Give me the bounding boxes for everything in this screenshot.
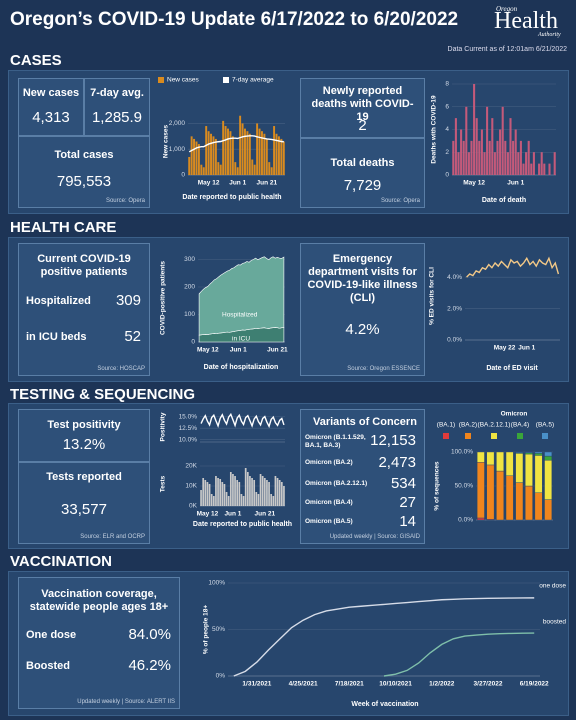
section-title: HEALTH CARE xyxy=(10,219,117,236)
x-axis-label: Date reported to public health xyxy=(182,194,282,201)
page-title: Oregon’s COVID-19 Update 6/17/2022 to 6/… xyxy=(10,9,459,30)
x-axis-label: Date of ED visit xyxy=(486,365,538,372)
card-label: New cases xyxy=(22,87,80,99)
card-label: Total cases xyxy=(54,149,114,161)
card-value: 33,577 xyxy=(61,501,107,518)
section-title: CASES xyxy=(10,52,62,69)
source: Source: Oregon ESSENCE xyxy=(347,366,420,372)
variant-name: Omicron (BA.4) xyxy=(305,499,353,506)
card-label: Total deaths xyxy=(330,157,395,169)
card-label: Emergency department visits for COVID-19… xyxy=(307,253,418,304)
row-label: One dose xyxy=(26,629,77,641)
row-label: Hospitalized xyxy=(26,295,91,307)
ed-card: Emergency department visits for COVID-19… xyxy=(300,243,425,376)
source: Updated weekly | Source: ALERT IIS xyxy=(77,699,175,705)
card-label: Tests reported xyxy=(46,471,122,483)
source: Source: Opera xyxy=(105,198,145,204)
avg-card: 7-day avg. 1,285.9 xyxy=(84,78,150,136)
vaccination-card: Vaccination coverage, statewide people a… xyxy=(18,577,180,709)
card-value: 7,729 xyxy=(343,177,382,194)
new-cases-card: New cases 4,313 xyxy=(18,78,84,136)
variant-count: 2,473 xyxy=(378,454,416,471)
card-label: Vaccination coverage, statewide people a… xyxy=(29,588,169,613)
variant-name: Omicron (BA.5) xyxy=(305,518,353,525)
new-deaths-card: Newly reported deaths with COVID-19 2 xyxy=(300,78,425,138)
logo-bottom: Authority xyxy=(538,32,561,38)
logo-main: Health xyxy=(494,8,558,34)
x-axis-label: Date of hospitalization xyxy=(203,364,279,371)
variant-name: Omicron (BA.2) xyxy=(305,459,353,466)
variant-count: 27 xyxy=(399,494,416,511)
positivity-card: Test positivity 13.2% xyxy=(18,409,150,462)
logo-top: Oregon xyxy=(496,5,518,13)
variant-count: 14 xyxy=(399,513,416,530)
total-cases-card: Total cases 795,553 Source: Opera xyxy=(18,136,150,208)
source: Source: ELR and OCRP xyxy=(80,534,145,540)
variant-count: 12,153 xyxy=(370,432,416,449)
x-axis-label: Date of death xyxy=(481,197,527,204)
card-value: 2 xyxy=(358,117,367,134)
source: Source: Opera xyxy=(380,198,420,204)
row-label: in ICU beds xyxy=(26,331,87,343)
row-value: 84.0% xyxy=(128,626,171,643)
card-label: Variants of Concern xyxy=(313,416,417,428)
x-axis-label: Date reported to public health xyxy=(192,521,293,528)
card-label: 7-day avg. xyxy=(90,87,144,99)
variant-name: Omicron (BA.2.12.1) xyxy=(305,480,368,487)
variant-name: Omicron (B.1.1.529, BA.1, BA.3) xyxy=(305,434,366,449)
card-label: Test positivity xyxy=(47,419,121,431)
variants-card: Variants of Concern Omicron (B.1.1.529, … xyxy=(300,409,425,544)
source: Source: HOSCAP xyxy=(97,366,145,372)
section-title: TESTING & SEQUENCING xyxy=(10,386,196,403)
card-value: 1,285.9 xyxy=(91,109,143,126)
total-deaths-card: Total deaths 7,729 Source: Opera xyxy=(300,138,425,208)
patients-card: Current COVID-19 positive patients Hospi… xyxy=(18,243,150,376)
card-value: 4.2% xyxy=(345,321,380,338)
card-value: 4,313 xyxy=(32,109,70,126)
card-value: 795,553 xyxy=(56,173,112,190)
row-value: 52 xyxy=(124,328,141,345)
row-value: 46.2% xyxy=(128,657,171,674)
tests-card: Tests reported 33,577 Source: ELR and OC… xyxy=(18,462,150,544)
card-label: Newly reported deaths with COVID-19 xyxy=(311,85,414,123)
row-value: 309 xyxy=(115,292,141,309)
variant-count: 534 xyxy=(390,475,416,492)
row-label: Boosted xyxy=(26,660,70,672)
section-title: VACCINATION xyxy=(10,553,112,570)
data-current: Data Current as of 12:01am 6/21/2022 xyxy=(447,46,567,53)
card-label: Current COVID-19 positive patients xyxy=(37,253,131,278)
card-value: 13.2% xyxy=(62,436,106,453)
source: Updated weekly | Source: GISAID xyxy=(329,534,420,540)
x-axis-label: Week of vaccination xyxy=(351,701,419,708)
logo: Oregon Health Authority xyxy=(494,2,570,40)
